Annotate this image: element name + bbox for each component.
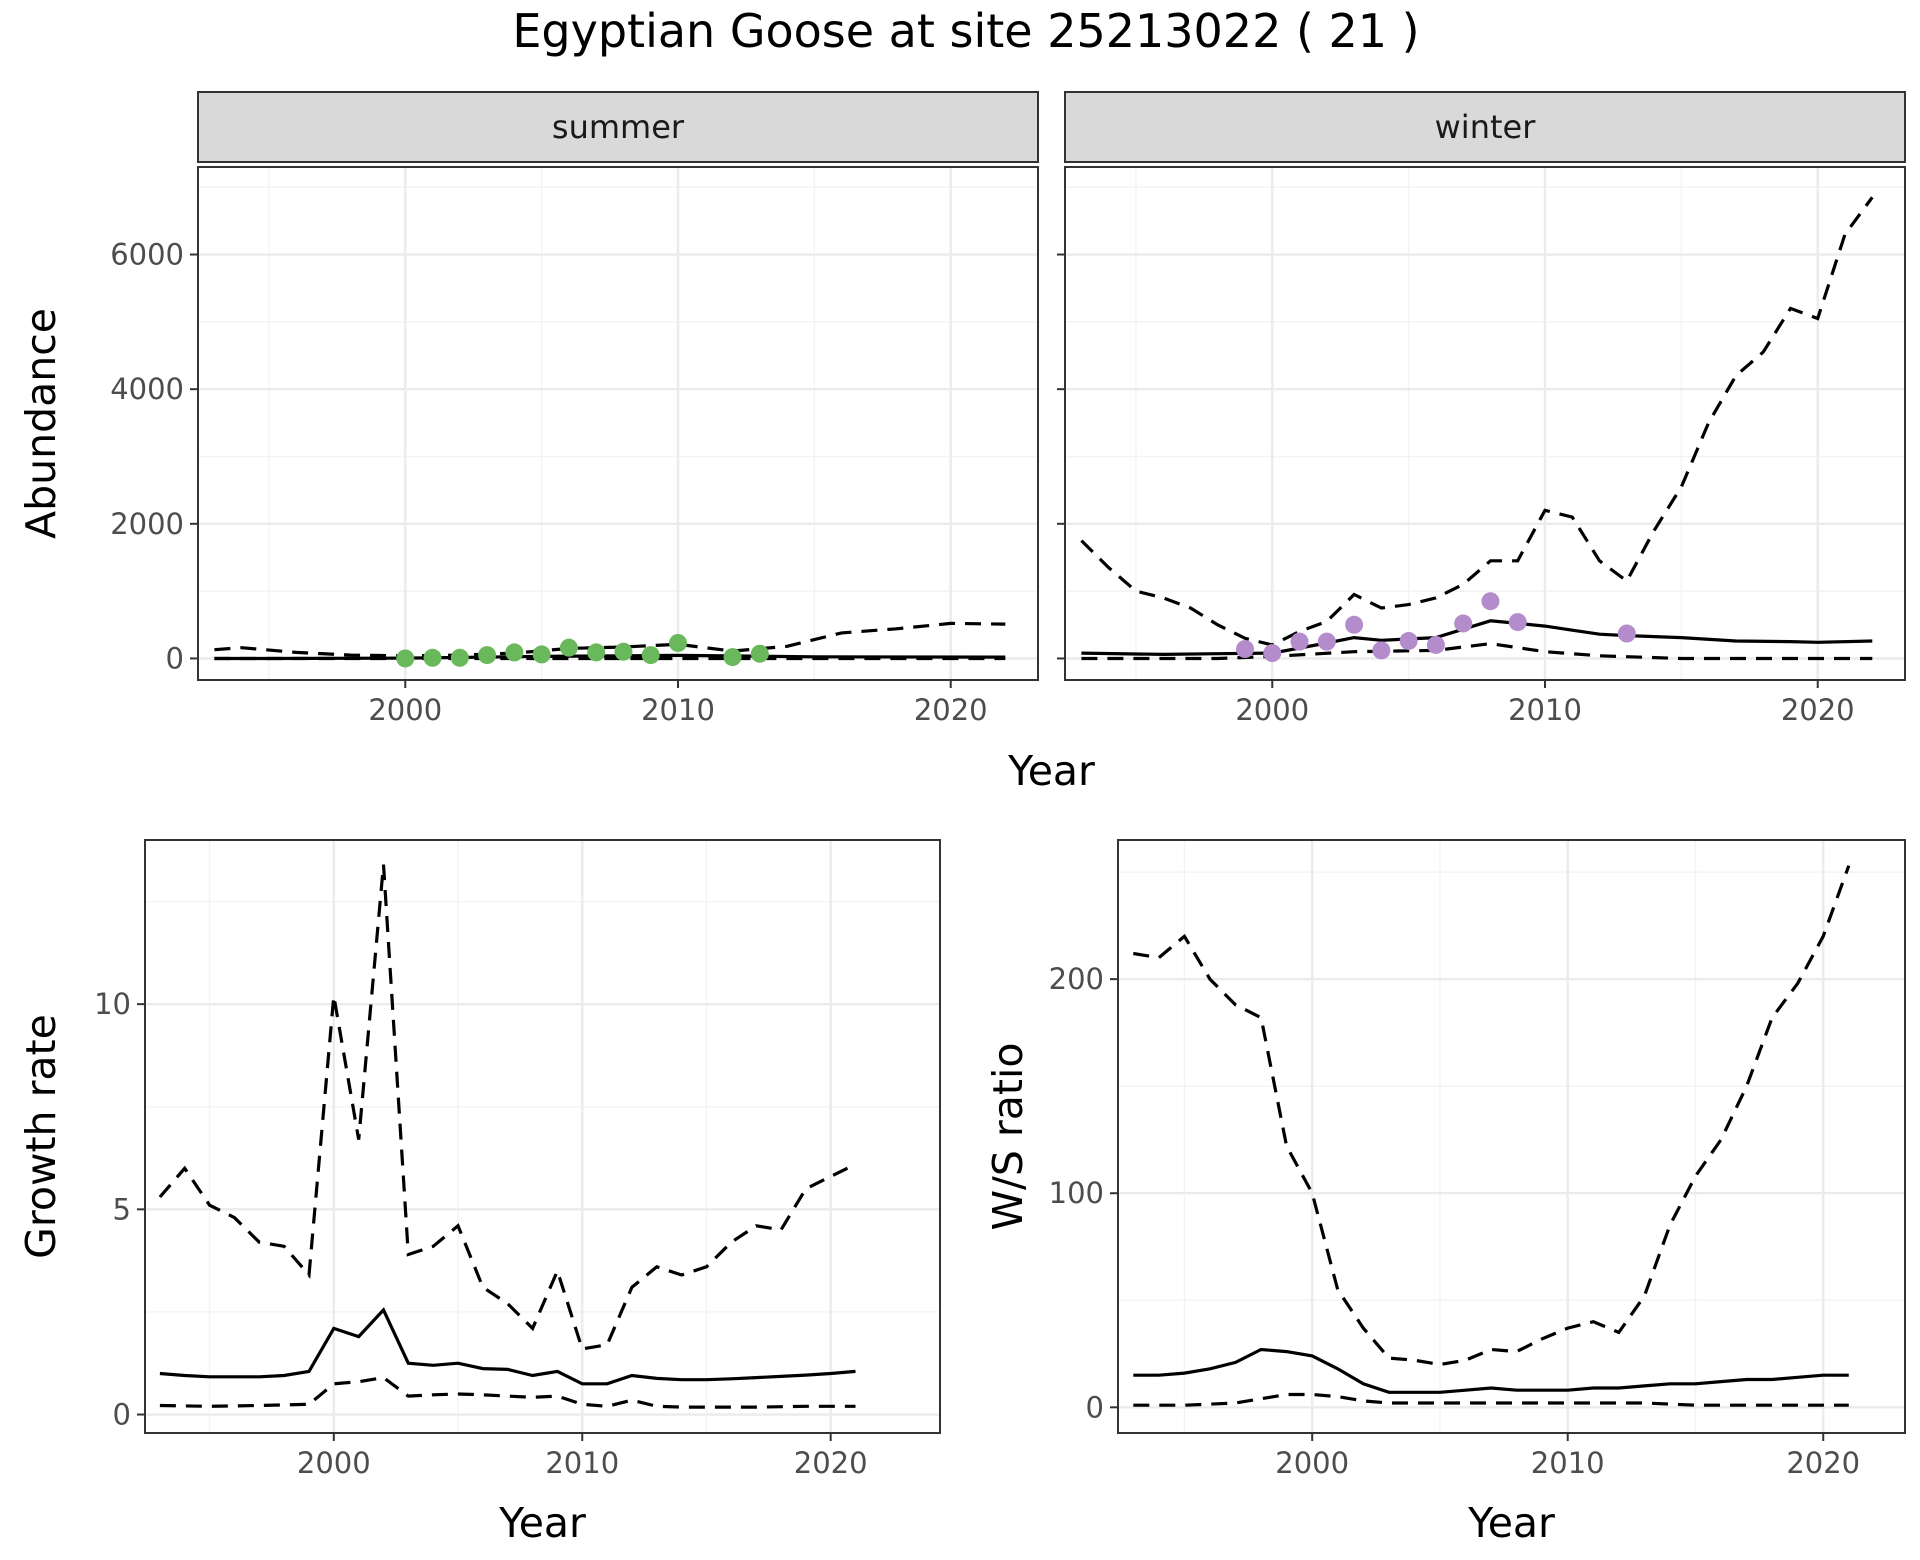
panel-plot-3: 2000 2010 2020 0 5 10 <box>94 839 941 1480</box>
facet-strip <box>197 91 1039 163</box>
y-axis-title-abundance: Abundance <box>17 308 65 539</box>
facet-strip <box>1064 91 1906 163</box>
x-tick-label: 2010 <box>1508 693 1582 727</box>
data-point <box>614 642 633 661</box>
panel-border <box>144 839 941 1434</box>
x-tick-label: 2020 <box>1781 693 1855 727</box>
series-line-lower <box>1081 641 1873 661</box>
x-axis-title-growth: Year <box>498 1499 586 1547</box>
data-point <box>641 646 660 665</box>
y-tick-label: 2000 <box>110 507 184 541</box>
series-line-upper <box>158 864 857 1351</box>
data-point <box>478 646 497 665</box>
x-tick-label: 2010 <box>1531 1446 1605 1480</box>
facet-strip-label: summer <box>552 108 685 146</box>
data-point <box>450 648 469 667</box>
data-point <box>1372 641 1391 660</box>
chart-title: Egyptian Goose at site 25213022 ( 21 ) <box>512 4 1419 58</box>
series-line-mean <box>1133 1347 1849 1394</box>
y-tick-label: 100 <box>1049 1176 1104 1210</box>
x-tick-label: 2000 <box>1275 1446 1349 1480</box>
y-tick-label: 0 <box>1086 1390 1104 1424</box>
series-line-lower <box>159 1375 856 1409</box>
x-axis-title-ratio: Year <box>1467 1499 1555 1547</box>
panel-border <box>1064 166 1906 681</box>
series-line-mean <box>159 1307 856 1386</box>
y-tick-label: 5 <box>113 1192 131 1226</box>
data-point <box>1236 640 1254 659</box>
y-tick-label: 0 <box>166 641 184 675</box>
x-tick-label: 2000 <box>1235 693 1309 727</box>
data-point <box>559 638 578 657</box>
data-point <box>587 643 606 662</box>
y-axis-title-growth: Growth rate <box>17 1014 65 1259</box>
data-point <box>723 648 742 667</box>
x-tick-label: 2020 <box>794 1446 868 1480</box>
data-point <box>1399 631 1418 650</box>
data-point <box>532 645 551 664</box>
data-point <box>396 649 415 668</box>
data-point <box>423 648 442 667</box>
data-point <box>1345 615 1364 634</box>
x-tick-label: 2010 <box>545 1446 619 1480</box>
data-point <box>505 643 524 662</box>
panel-border <box>1117 839 1906 1434</box>
data-point <box>1426 635 1445 654</box>
x-tick-label: 2020 <box>1786 1446 1860 1480</box>
panel-plot-4: 2000 2010 2020 0 100 200 <box>1049 839 1906 1480</box>
series-line-upper <box>1133 865 1851 1367</box>
panel-border <box>197 166 1039 681</box>
panel-winter: winter 2000 2010 2020 <box>1057 91 1906 727</box>
data-point <box>1508 613 1527 632</box>
x-tick-label: 2020 <box>914 693 988 727</box>
series-line-upper <box>214 621 1006 658</box>
facet-strip-label: winter <box>1435 108 1537 146</box>
x-tick-label: 2010 <box>641 693 715 727</box>
series-line-upper <box>1080 196 1874 647</box>
data-point <box>750 644 769 663</box>
y-tick-label: 4000 <box>110 372 184 406</box>
data-point <box>1454 614 1473 633</box>
panel-summer: summer 2000 2010 2020 0 2000 4000 6000 <box>110 91 1039 727</box>
y-axis-title-ratio: W/S ratio <box>984 1043 1032 1231</box>
series-line-mean <box>1081 619 1873 657</box>
series-line-lower <box>1133 1392 1849 1407</box>
y-tick-label: 6000 <box>110 238 184 272</box>
y-tick-label: 200 <box>1049 962 1104 996</box>
data-point <box>1317 632 1336 651</box>
data-point <box>1263 644 1282 663</box>
data-point <box>1290 632 1309 651</box>
x-axis-title-abundance: Year <box>1007 747 1095 795</box>
y-tick-label: 0 <box>113 1398 131 1432</box>
y-tick-label: 10 <box>94 987 131 1021</box>
x-tick-label: 2000 <box>368 693 442 727</box>
data-point <box>669 633 687 652</box>
x-tick-label: 2000 <box>297 1446 371 1480</box>
data-point <box>1481 592 1500 611</box>
data-point <box>1617 624 1636 643</box>
